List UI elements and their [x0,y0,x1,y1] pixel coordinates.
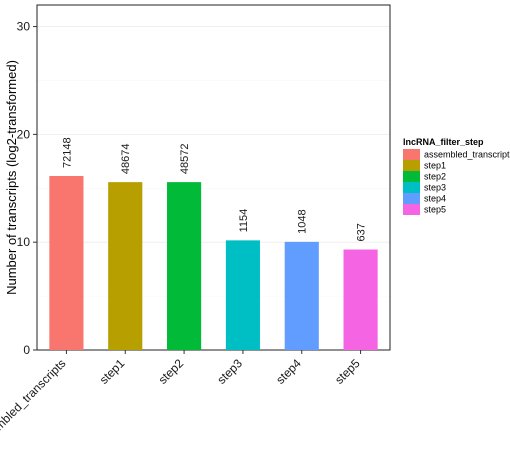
bar [343,249,378,350]
bars [49,175,378,350]
x-tick-label: step3 [214,356,245,387]
bar [167,182,202,350]
bar [108,182,143,350]
legend: lncRNA_filter_step assembled_transcripts… [403,137,510,215]
bar [225,240,260,350]
x-tick-label: step2 [156,356,187,387]
bar [284,241,319,350]
legend-entry: step3 [424,183,446,193]
data-label: 48572 [179,144,191,175]
bar [49,175,84,350]
data-label: 1154 [238,209,250,233]
legend-entry: step1 [424,161,446,171]
legend-title: lncRNA_filter_step [403,137,484,147]
data-label: 72148 [61,137,73,168]
legend-key [403,182,420,193]
x-axis: assembled_transcripts step1 step2 step3 step… [0,350,363,449]
x-tick-label: step4 [273,356,304,387]
legend-entry: step2 [424,172,446,182]
y-axis: 0 10 20 30 [17,20,37,357]
legend-entry: step5 [424,205,446,215]
legend-key [403,171,420,182]
panel-border [36,4,391,351]
x-tick-label: step5 [332,356,363,387]
legend-key [403,149,420,160]
legend-key [403,204,420,215]
x-tick-label: assembled_transcripts [0,356,69,449]
data-label: 1048 [297,209,309,233]
y-tick-label: 0 [23,343,30,357]
y-axis-title: Number of transcripts (log2-transformed) [4,60,19,295]
y-tick-label: 10 [17,235,31,249]
y-tick-label: 30 [17,20,31,34]
x-tick-label: step1 [97,356,128,387]
data-label: 637 [356,223,368,241]
legend-key [403,160,420,171]
legend-entry: assembled_transcripts [424,150,510,160]
y-tick-label: 20 [17,127,31,141]
data-label: 48674 [120,144,132,175]
legend-key [403,193,420,204]
legend-entry: step4 [424,194,446,204]
data-labels: 72148 48674 48572 1154 1048 637 [61,137,367,241]
grid-lines [37,26,390,351]
